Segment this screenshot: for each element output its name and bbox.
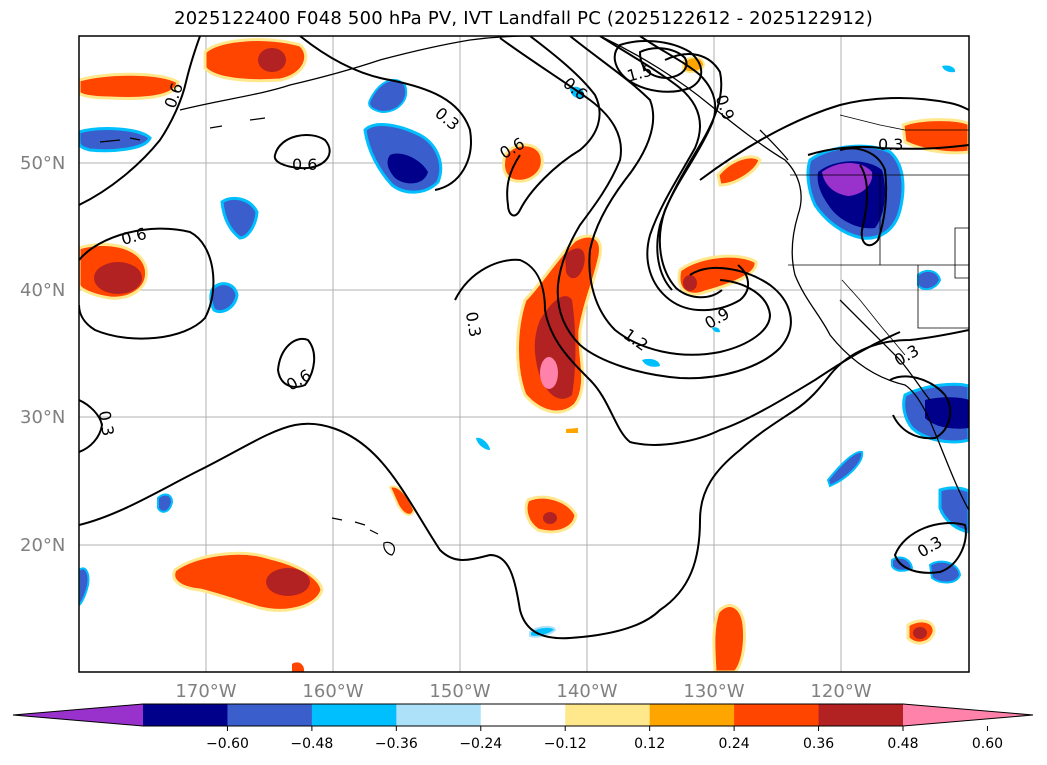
contour-label: 0.6 [119, 224, 149, 249]
lon-label-140w: 140°W [556, 681, 617, 702]
colorbar-swatch [311, 704, 397, 726]
blob-neg-1 [220, 196, 259, 240]
blob-neg-e1 [826, 450, 864, 488]
contour-trough-outer [79, 329, 969, 640]
contour-label: 0.3 [431, 103, 463, 134]
colorbar-tick-label: −0.24 [459, 736, 502, 752]
blob-west-north [79, 72, 180, 100]
contour-label: 0.3 [95, 409, 118, 437]
colorbar-tick-label: −0.48 [290, 736, 333, 752]
lon-label-120w: 120°W [810, 681, 871, 702]
blob-neg-edge [79, 567, 90, 607]
contour-small-loop-2 [276, 337, 316, 388]
blob-coast-north [716, 155, 762, 187]
blob-south-central [712, 604, 746, 672]
colorbar-swatch [143, 704, 228, 726]
contour-west-north [79, 36, 201, 206]
blob-hawaii-west [172, 551, 324, 612]
colorbar-tick-label: 0.36 [803, 736, 834, 752]
blob-east-north [901, 118, 969, 155]
lat-label-50: 50°N [20, 153, 65, 174]
map-frame [78, 35, 970, 673]
state-borders [788, 114, 969, 356]
blob-central-small [502, 143, 544, 183]
colorbar-swatch [649, 704, 735, 726]
colorbar-extend-high [903, 704, 1033, 726]
blob-neg-west [79, 127, 152, 153]
contour-loop-west [79, 227, 215, 340]
colorbar-extend-low [13, 704, 143, 726]
lat-label-40: 40°N [20, 280, 65, 301]
positive-anomaly-blobs [79, 38, 969, 672]
lon-label-150w: 150°W [429, 681, 490, 702]
colorbar-swatch [734, 704, 820, 726]
contour-inner-4 [656, 53, 723, 291]
contour-label: 1.5 [625, 61, 655, 86]
blob-neg-e2 [917, 269, 942, 291]
contour-gulf-open [299, 36, 472, 191]
latitude-labels: 50°N 40°N 30°N 20°N [20, 153, 65, 556]
colorbar-swatch [818, 704, 904, 726]
blob-aleutian-north [203, 38, 308, 83]
islands [99, 117, 396, 556]
colorbar-swatch [480, 704, 566, 726]
blob-neg-south-c [529, 625, 557, 638]
contour-main-trough [454, 258, 901, 446]
contour-east-high [699, 97, 969, 181]
coastlines [179, 36, 969, 511]
contour-inner-1 [569, 36, 772, 356]
contour-label: 0.3 [914, 532, 946, 561]
colorbar-tick-label: 0.48 [887, 736, 918, 752]
pv-contours [79, 36, 969, 640]
contour-west-edge [79, 399, 104, 453]
colorbar-tick-label: 0.12 [634, 736, 665, 752]
contour-baja [889, 375, 952, 440]
contour-east-high-2 [807, 144, 969, 156]
contour-label: 0.6 [283, 365, 315, 394]
contour-label: 0.9 [712, 92, 739, 122]
colorbar-outline [12, 703, 1034, 727]
contour-ridge-2 [506, 36, 601, 217]
contour-alaska-loop-2 [638, 47, 688, 80]
contour-label: 0.6 [292, 155, 317, 174]
lon-label-170w: 170°W [175, 681, 236, 702]
colorbar-tick-label: −0.12 [544, 736, 587, 752]
contour-label: 0.3 [878, 135, 903, 154]
lon-label-160w: 160°W [302, 681, 363, 702]
contour-label: 0.3 [462, 310, 485, 338]
contour-ridge-1 [499, 37, 792, 380]
contour-small-loop [273, 134, 331, 170]
colorbar-tick-label: 0.24 [719, 736, 750, 752]
lat-label-20: 20°N [20, 535, 65, 556]
contour-pnw-loop [839, 147, 888, 247]
contour-inner-2 [599, 36, 749, 312]
colorbar-swatch [396, 704, 482, 726]
longitude-labels: 170°W 160°W 150°W 140°W 130°W 120°W [175, 681, 871, 702]
contour-label: 0.9 [701, 304, 733, 333]
contour-alaska-loop [613, 40, 703, 93]
blob-neg-south-1 [928, 560, 962, 584]
colorbar-swatch [227, 704, 313, 726]
colorbar-tick-label: 0.60 [972, 736, 1003, 752]
colorbar-tick-label: −0.36 [375, 736, 418, 752]
colorbar-tick-label: −0.60 [206, 736, 249, 752]
contour-label: 0.6 [559, 73, 591, 104]
contour-label: 1.2 [620, 325, 652, 355]
colorbar: −0.60 −0.48 −0.36 −0.24 −0.12 0.12 0.24 0.36 0.4… [12, 703, 1034, 752]
contour-inner-3 [639, 36, 723, 299]
lat-label-30: 30°N [20, 407, 65, 428]
blob-neg-mexico [938, 486, 969, 534]
blob-south-small [292, 662, 305, 672]
contour-south-loop [893, 522, 967, 574]
blob-neg-hawaii-w [157, 493, 174, 513]
lon-label-130w: 130°W [683, 681, 744, 702]
blob-neg-2 [209, 282, 239, 314]
blob-neg-alaska [368, 79, 408, 114]
contour-label: 0.3 [891, 341, 923, 370]
plot-title: 2025122400 F048 500 hPa PV, IVT Landfall… [174, 8, 873, 29]
map-panel: 0.6 0.3 0.6 0.6 0.6 0.6 0.3 0.6 1.2 0.9 … [79, 36, 969, 672]
colorbar-swatch [565, 704, 651, 726]
